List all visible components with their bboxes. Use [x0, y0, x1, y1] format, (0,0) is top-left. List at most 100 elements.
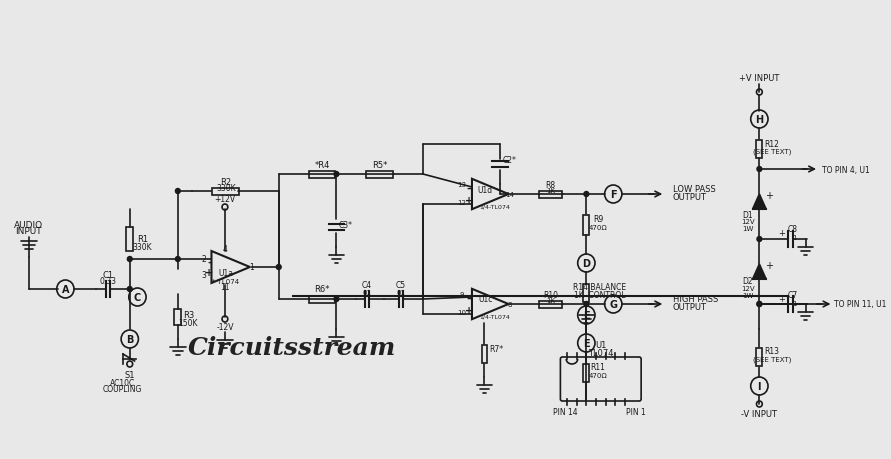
- Text: AUDIO: AUDIO: [14, 220, 44, 229]
- Text: C7: C7: [788, 291, 798, 300]
- Circle shape: [334, 297, 339, 302]
- Text: (SEE TEXT): (SEE TEXT): [753, 356, 791, 363]
- Text: U1c: U1c: [478, 295, 493, 304]
- Polygon shape: [753, 195, 766, 210]
- Text: *R4: *R4: [315, 160, 330, 169]
- Text: E: E: [583, 310, 590, 320]
- Circle shape: [584, 302, 589, 307]
- Circle shape: [127, 287, 132, 292]
- Circle shape: [176, 189, 180, 194]
- Text: C1: C1: [102, 270, 113, 279]
- Text: 330K: 330K: [133, 242, 152, 251]
- Text: Circuitsstream: Circuitsstream: [187, 335, 396, 359]
- Text: +: +: [778, 295, 785, 304]
- Text: S1: S1: [125, 369, 135, 379]
- Bar: [584, 285, 589, 302]
- Text: -V INPUT: -V INPUT: [741, 409, 777, 419]
- Text: +: +: [465, 305, 473, 315]
- Text: -: -: [208, 257, 212, 268]
- Text: +: +: [765, 190, 773, 201]
- Text: 4: 4: [223, 245, 227, 254]
- Text: R1: R1: [136, 235, 148, 244]
- Text: 330K: 330K: [217, 183, 236, 192]
- Text: 01: 01: [396, 289, 405, 295]
- Text: 0.33: 0.33: [99, 276, 116, 285]
- Text: 3: 3: [201, 271, 206, 280]
- Text: 12V: 12V: [741, 285, 755, 291]
- Text: C3*: C3*: [339, 220, 353, 229]
- Text: 1: 1: [793, 300, 797, 306]
- Polygon shape: [753, 264, 766, 280]
- Text: INPUT: INPUT: [15, 227, 42, 236]
- Text: -12V: -12V: [217, 323, 233, 332]
- Text: 470Ω: 470Ω: [589, 224, 608, 230]
- Bar: [584, 216, 589, 235]
- Circle shape: [334, 172, 339, 177]
- Text: C5: C5: [396, 281, 406, 290]
- Text: 11: 11: [220, 283, 230, 292]
- Circle shape: [757, 237, 762, 242]
- Text: F: F: [610, 190, 617, 200]
- Text: R10: R10: [544, 290, 559, 299]
- Bar: [539, 301, 562, 308]
- Text: LOW PASS: LOW PASS: [673, 184, 715, 193]
- Text: C: C: [134, 292, 141, 302]
- Text: PIN 14: PIN 14: [553, 408, 577, 417]
- Text: D2: D2: [742, 277, 753, 286]
- Text: (SEE TEXT): (SEE TEXT): [753, 148, 791, 155]
- Text: 12V: 12V: [741, 218, 755, 224]
- Circle shape: [276, 265, 282, 270]
- Text: OUTPUT: OUTPUT: [673, 302, 707, 311]
- Circle shape: [757, 302, 762, 307]
- Text: B: B: [127, 334, 134, 344]
- Text: TO PIN 4, U1: TO PIN 4, U1: [822, 165, 870, 174]
- Circle shape: [584, 192, 589, 197]
- Text: A: A: [61, 285, 69, 294]
- Text: U1d: U1d: [478, 185, 493, 194]
- Circle shape: [757, 167, 762, 172]
- Text: D1: D1: [742, 210, 753, 219]
- Text: H: H: [756, 115, 764, 125]
- Text: I: I: [757, 381, 761, 391]
- Text: 1W: 1W: [742, 292, 754, 298]
- Text: 1: 1: [793, 235, 797, 241]
- Bar: [481, 345, 487, 363]
- Bar: [584, 364, 589, 382]
- Text: E: E: [583, 338, 590, 348]
- Circle shape: [176, 257, 180, 262]
- Text: R9: R9: [593, 215, 603, 224]
- Text: 150K: 150K: [179, 318, 198, 327]
- Text: +: +: [778, 229, 785, 238]
- Circle shape: [127, 257, 132, 262]
- Text: 1W: 1W: [742, 225, 754, 231]
- Bar: [366, 171, 393, 178]
- Text: +12V: +12V: [215, 195, 235, 204]
- Text: U1a: U1a: [218, 268, 233, 277]
- Text: R12: R12: [764, 139, 780, 148]
- Text: * TL074: * TL074: [212, 279, 240, 285]
- Text: 01: 01: [363, 289, 372, 295]
- Text: 14: 14: [505, 191, 514, 197]
- Text: 8: 8: [507, 302, 511, 308]
- Text: 2: 2: [201, 255, 206, 264]
- Text: PIN 1: PIN 1: [626, 408, 646, 417]
- Text: TO PIN 11, U1: TO PIN 11, U1: [834, 300, 887, 309]
- Text: 9: 9: [459, 291, 463, 297]
- Bar: [756, 141, 762, 159]
- Text: OUTPUT: OUTPUT: [673, 192, 707, 201]
- Text: R5*: R5*: [372, 160, 388, 169]
- Text: +: +: [765, 260, 773, 270]
- Text: 1K  CONTROL: 1K CONTROL: [574, 290, 625, 299]
- Text: C4: C4: [362, 281, 372, 290]
- Text: R14 BALANCE: R14 BALANCE: [573, 282, 626, 291]
- Text: 1/4-TL074: 1/4-TL074: [479, 314, 511, 319]
- Text: 470Ω: 470Ω: [589, 372, 608, 378]
- Text: -: -: [467, 293, 471, 303]
- Text: +: +: [465, 196, 473, 206]
- Text: 13: 13: [457, 182, 466, 188]
- Circle shape: [757, 302, 762, 307]
- Text: HIGH PASS: HIGH PASS: [673, 294, 718, 303]
- Text: C2*: C2*: [503, 155, 517, 164]
- Text: 1K: 1K: [546, 297, 555, 303]
- Text: +V INPUT: +V INPUT: [740, 73, 780, 82]
